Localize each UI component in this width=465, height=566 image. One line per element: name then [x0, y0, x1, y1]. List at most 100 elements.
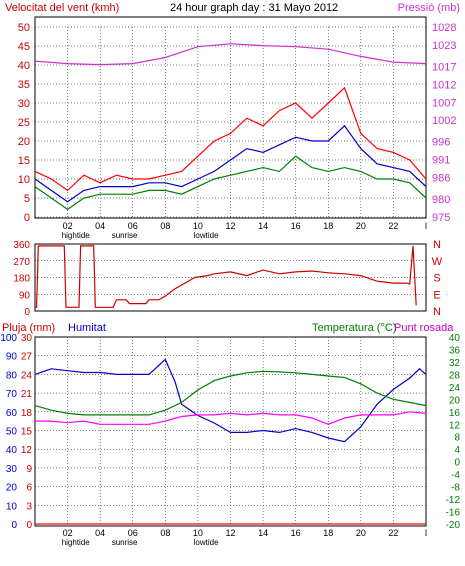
temperature-y-tick-label: 24 — [449, 383, 461, 394]
rain-y-tick-label: 30 — [21, 333, 33, 344]
x-tick-label: 02 — [63, 221, 73, 231]
pressure-y-tick-label: 1002 — [432, 115, 456, 127]
wind-y-tick-label: 5 — [24, 193, 30, 205]
pressure-y-tick-label: 1007 — [432, 97, 456, 109]
wind-y-tick-label: 30 — [18, 98, 30, 110]
x-tick-label: 20 — [356, 528, 366, 538]
x-tick-label: 16 — [291, 221, 301, 231]
rain-y-tick-label: 6 — [26, 483, 32, 494]
x-tick-label: 22 — [388, 221, 398, 231]
rain-axis-title: Pluja (mm) — [2, 322, 55, 334]
x-tick-label: 06 — [128, 221, 138, 231]
temperature-y-tick-label: -8 — [451, 483, 460, 494]
x-annotation-label: lowtide — [194, 538, 219, 547]
temperature-y-tick-label: 16 — [449, 408, 461, 419]
rain-y-tick-label: 21 — [21, 389, 33, 400]
rain-y-tick-label: 12 — [21, 445, 33, 456]
compass-label: N — [433, 239, 441, 251]
x-annotation-label: hightide — [62, 231, 91, 240]
rain-y-tick-label: 3 — [26, 501, 32, 512]
x-tick-label: 18 — [323, 221, 333, 231]
wind-speed-line — [34, 155, 427, 211]
compass-label: S — [433, 273, 440, 285]
x-tick-label: 10 — [193, 528, 203, 538]
humidity-y-tick-label: 20 — [6, 483, 18, 494]
pressure-y-tick-label: 1023 — [432, 40, 456, 52]
dewpoint-line — [35, 411, 427, 425]
compass-label: E — [433, 289, 440, 301]
x-tick-label: 14 — [258, 528, 268, 538]
pressure-y-tick-label: 986 — [432, 173, 450, 185]
top-left-axis-title: Velocitat del vent (kmh) — [5, 2, 119, 14]
x-annotation-label: sunrise — [112, 231, 138, 240]
temperature-y-tick-label: 4 — [454, 445, 460, 456]
pressure-y-tick-label: 1012 — [432, 79, 456, 91]
temperature-line — [34, 370, 427, 416]
pressure-y-tick-label: 1028 — [432, 22, 456, 34]
x-tick-label: 10 — [193, 221, 203, 231]
bottom-chart-panel — [34, 336, 427, 527]
humidity-y-tick-label: 10 — [6, 501, 18, 512]
humidity-y-tick-label: 40 — [6, 445, 18, 456]
temperature-y-tick-label: 8 — [454, 433, 460, 444]
humidity-y-tick-label: 90 — [6, 352, 18, 363]
direction-y-tick-label: 0 — [24, 307, 30, 318]
x-tick-label: 04 — [95, 221, 105, 231]
humidity-y-tick-label: 70 — [6, 389, 18, 400]
temperature-y-tick-label: -20 — [446, 520, 461, 531]
temperature-y-tick-label: 40 — [449, 333, 461, 344]
pressure-line — [34, 43, 427, 66]
rain-y-tick-label: 0 — [26, 520, 32, 531]
humidity-axis-title: Humitat — [68, 322, 106, 334]
dewpoint-axis-title: Punt rosada — [394, 322, 454, 334]
direction-y-tick-label: 90 — [19, 290, 31, 301]
rain-y-tick-label: 24 — [21, 370, 33, 381]
temperature-y-tick-label: 12 — [449, 420, 461, 431]
wind-y-tick-label: 20 — [18, 136, 30, 148]
temperature-y-tick-label: 36 — [449, 345, 461, 356]
humidity-y-tick-label: 30 — [6, 464, 18, 475]
x-tick-label: 20 — [356, 221, 366, 231]
top-right-axis-title: Pressió (mb) — [398, 2, 460, 14]
temperature-y-tick-label: -16 — [446, 508, 461, 519]
top-chart-title: 24 hour graph day : 31 Mayo 2012 — [170, 2, 338, 14]
x-tick-label: 18 — [323, 528, 333, 538]
temperature-y-tick-label: 0 — [454, 458, 460, 469]
pressure-y-tick-label: 996 — [432, 137, 450, 149]
x-annotation-label: lowtide — [194, 231, 219, 240]
x-tick-label: 14 — [258, 221, 268, 231]
x-tick-label: 12 — [225, 221, 235, 231]
x-tick-label: 16 — [291, 528, 301, 538]
direction-y-tick-label: 270 — [13, 257, 30, 268]
temperature-y-tick-label: -4 — [451, 470, 460, 481]
x-tick-label: 06 — [128, 528, 138, 538]
x-annotation-label: sunrise — [112, 538, 138, 547]
x-annotation-label: hightide — [62, 538, 91, 547]
humidity-y-tick-label: 60 — [6, 408, 18, 419]
humidity-y-tick-label: 80 — [6, 370, 18, 381]
x-tick-label: l — [425, 528, 427, 538]
wind-y-tick-label: 35 — [18, 79, 30, 91]
temperature-y-tick-label: 32 — [449, 358, 461, 369]
wind-y-tick-label: 50 — [18, 22, 30, 34]
humidity-y-tick-label: 50 — [6, 427, 18, 438]
x-tick-label: 08 — [160, 528, 170, 538]
x-tick-label: 04 — [95, 528, 105, 538]
humidity-line — [34, 358, 427, 443]
wind-y-tick-label: 40 — [18, 60, 30, 72]
wind-y-tick-label: 15 — [18, 155, 30, 167]
wind-y-tick-label: 25 — [18, 117, 30, 129]
rain-y-tick-label: 27 — [21, 352, 33, 363]
humidity-y-tick-label: 100 — [0, 333, 17, 344]
wind-y-tick-label: 10 — [18, 174, 30, 186]
temperature-axis-title: Temperatura (°C) — [312, 322, 396, 334]
wind-y-tick-label: 0 — [24, 212, 30, 224]
wind-avg-line — [34, 124, 427, 203]
x-tick-label: 12 — [225, 528, 235, 538]
rain-y-tick-label: 18 — [21, 408, 33, 419]
humidity-y-tick-label: 0 — [11, 520, 17, 531]
temperature-y-tick-label: 20 — [449, 395, 461, 406]
pressure-y-tick-label: 980 — [432, 194, 450, 206]
